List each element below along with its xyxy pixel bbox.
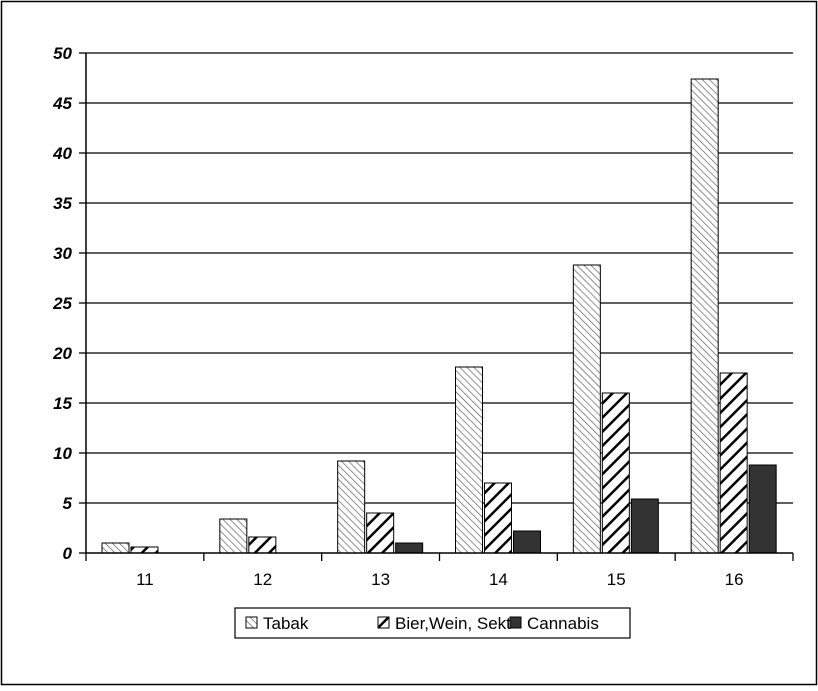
y-tick-label: 50 (53, 44, 72, 63)
y-tick-label: 35 (53, 194, 72, 213)
bar-cannabis-16 (748, 464, 777, 554)
y-tick-label: 45 (52, 94, 72, 113)
y-tick-label: 5 (63, 494, 73, 513)
y-tick-label: 10 (53, 444, 72, 463)
y-tick-label: 15 (53, 394, 72, 413)
x-tick-labels: 11 12 13 14 15 16 (136, 570, 743, 589)
legend-swatch (245, 616, 258, 629)
legend: Tabak Bier,Wein, Sekt Cannabis (234, 607, 631, 639)
bar-cannabis-13 (395, 542, 424, 554)
y-tick-label: 20 (52, 344, 72, 363)
x-tick-label: 15 (607, 570, 626, 589)
axes (79, 52, 794, 561)
y-tick-label: 0 (63, 544, 73, 563)
bar-tabak-11 (101, 542, 130, 554)
x-tick-label: 16 (725, 570, 744, 589)
gridlines (86, 52, 793, 504)
bar-tabak-12 (219, 518, 248, 554)
legend-swatch (509, 616, 522, 629)
bar-bier-wein-sekt-16 (719, 372, 748, 554)
bar-bier-wein-sekt-13 (366, 512, 395, 554)
bar-tabak-15 (572, 264, 601, 554)
bar-tabak-14 (455, 366, 483, 554)
x-tick-label: 14 (489, 570, 508, 589)
bar-bier-wein-sekt-12 (248, 536, 277, 554)
legend-label: Bier,Wein, Sekt (395, 614, 511, 633)
legend-swatch (377, 616, 390, 629)
legend-box (234, 607, 631, 639)
bar-bier-wein-sekt-15 (601, 392, 630, 554)
bars (101, 78, 777, 554)
y-tick-labels: 0 5 10 15 20 25 30 35 40 45 50 (52, 44, 72, 563)
x-tick-label: 13 (371, 570, 390, 589)
bar-bier-wein-sekt-11 (130, 546, 159, 554)
x-tick-label: 12 (253, 570, 272, 589)
legend-label: Cannabis (527, 614, 599, 633)
bar-cannabis-15 (630, 498, 659, 554)
y-tick-label: 25 (52, 294, 72, 313)
x-tick-label: 11 (136, 570, 154, 589)
legend-label: Tabak (263, 614, 309, 633)
bar-bier-wein-sekt-14 (484, 482, 512, 554)
y-tick-label: 30 (53, 244, 72, 263)
bar-cannabis-14 (513, 530, 541, 554)
bar-tabak-13 (337, 460, 366, 554)
bar-tabak-16 (690, 78, 719, 554)
y-tick-label: 40 (52, 144, 72, 163)
